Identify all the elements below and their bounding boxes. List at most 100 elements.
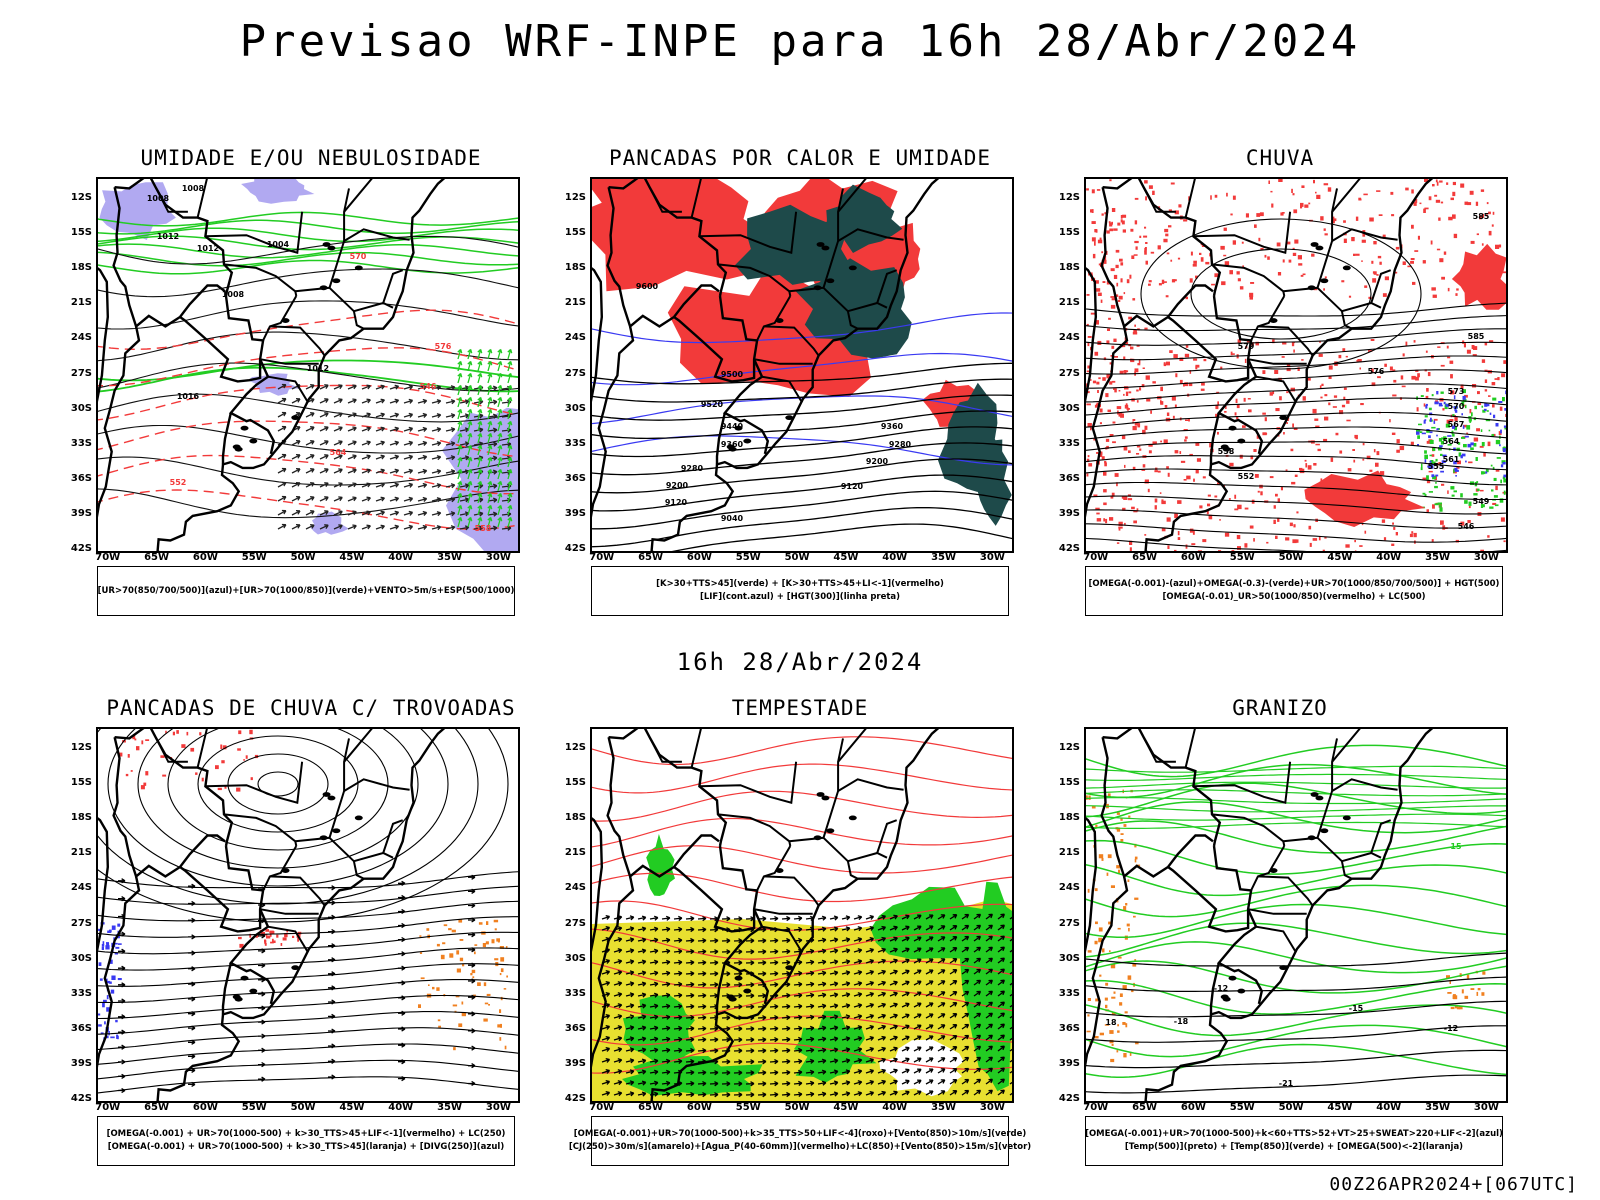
border-line: [1211, 813, 1286, 847]
wind-vector: [961, 957, 970, 964]
wind-vector: [431, 483, 442, 489]
rain-speckle-red: [1463, 343, 1466, 348]
rain-speckle-red: [1291, 481, 1296, 485]
rain-speckle-red: [1179, 357, 1184, 361]
wind-vector-green: [477, 492, 483, 504]
rain-speckle-red: [1452, 214, 1456, 219]
rain-speckle-red: [1128, 391, 1132, 394]
rain-speckle-red: [1116, 542, 1120, 544]
wind-vector: [889, 980, 898, 986]
rain-speckle-red: [1410, 261, 1414, 264]
wind-vector: [389, 454, 400, 460]
rain-speckle-red: [1134, 240, 1139, 244]
rain-speckle-green: [1447, 444, 1452, 446]
rain-speckle-red: [1172, 415, 1175, 419]
wind-vector: [673, 1058, 683, 1065]
wind-vector: [865, 1090, 875, 1096]
rain-speckle-red: [1362, 234, 1366, 237]
wind-vector: [1009, 993, 1012, 997]
thickness-contour-red: [98, 420, 518, 458]
rain-speckle-red: [1392, 369, 1396, 372]
rain-speckle-red: [1481, 243, 1484, 246]
hail-speckle-orange: [1124, 1011, 1128, 1014]
rain-speckle-green: [1458, 452, 1462, 457]
rain-speckle-green: [1494, 504, 1499, 507]
wind-vector: [733, 971, 743, 977]
hail-speckle-orange: [1134, 856, 1138, 860]
rain-speckle-red: [1236, 271, 1240, 275]
rain-speckle-red: [1249, 525, 1254, 529]
wind-vector: [841, 1025, 851, 1031]
rain-speckle-red: [1224, 532, 1230, 537]
storm-speckle-orange: [438, 1025, 441, 1028]
wind-vector: [403, 524, 414, 530]
rain-speckle-red: [1132, 466, 1136, 471]
wind-vector-green: [487, 444, 493, 456]
wind-vector: [769, 982, 779, 988]
wind-vector: [865, 1057, 875, 1063]
longitude-label: 65W: [638, 1102, 664, 1113]
temp-850-contour-green: [1086, 903, 1506, 938]
rain-speckle-red: [1324, 233, 1328, 236]
wind-vector: [685, 959, 695, 966]
latitude-label: 12S: [70, 192, 92, 204]
wind-vector: [913, 925, 922, 931]
rain-speckle-red: [1188, 418, 1190, 422]
map-base-outline: [592, 179, 940, 551]
streamline-arrow: [328, 885, 336, 891]
humidity-area-blue: [248, 373, 301, 396]
wind-vector: [709, 938, 719, 944]
wind-vector: [601, 1024, 611, 1030]
rain-speckle-red: [1096, 452, 1099, 454]
rain-speckle-green: [1430, 460, 1434, 464]
streamline: [98, 994, 518, 1020]
longitude-label: 30W: [1473, 552, 1499, 563]
rain-speckle-red: [1202, 539, 1207, 543]
border-line: [221, 412, 232, 465]
wind-vector: [853, 1069, 863, 1075]
wind-vector: [841, 937, 851, 943]
rain-speckle-red: [1447, 287, 1450, 292]
wind-vector: [403, 496, 414, 502]
rain-speckle-red: [1137, 445, 1141, 448]
wind-vector: [985, 968, 994, 975]
border-line: [353, 301, 394, 313]
wind-vector: [721, 1026, 731, 1032]
wind-vector-green: [487, 420, 493, 432]
rain-speckle-red: [1394, 271, 1398, 274]
wind-vector: [403, 454, 414, 460]
hail-speckle-orange: [1116, 827, 1121, 832]
lake-mark: [240, 425, 249, 431]
rain-speckle-red: [1118, 412, 1123, 417]
wind-vector: [709, 949, 719, 955]
rain-speckle-red: [1384, 276, 1389, 281]
rain-speckle-green: [1481, 442, 1485, 447]
wind-vector: [661, 1047, 671, 1053]
contour-value-label: 585: [1468, 332, 1485, 341]
wind-vector: [769, 960, 779, 966]
rain-speckle-red: [1402, 353, 1405, 357]
rain-speckle-red: [1352, 449, 1355, 451]
rain-speckle-red: [1402, 261, 1406, 265]
storm-speckle-red: [266, 935, 271, 939]
wind-vector: [961, 1089, 970, 1096]
wind-vector-green: [457, 444, 463, 456]
east-coastline: [1144, 729, 1434, 1101]
rain-speckle-red: [1163, 439, 1168, 444]
rain-speckle-red: [1129, 540, 1133, 545]
wind-vector: [403, 412, 414, 418]
contour-value-label: 564: [330, 448, 347, 457]
rain-speckle-red: [1141, 469, 1146, 471]
wind-vector: [613, 1080, 623, 1086]
streamline: [98, 1043, 518, 1065]
storm-speckle-red: [269, 932, 272, 937]
rain-speckle-red: [1244, 543, 1248, 548]
rain-speckle-red: [1312, 538, 1318, 541]
rain-speckle-red: [1242, 425, 1246, 428]
longitude-label: 50W: [290, 552, 316, 563]
wind-vector: [853, 1014, 863, 1020]
streamline-arrow: [398, 1010, 406, 1016]
rain-speckle-red: [1142, 429, 1146, 435]
wind-vector: [889, 1002, 898, 1008]
wind-vector: [389, 384, 400, 390]
